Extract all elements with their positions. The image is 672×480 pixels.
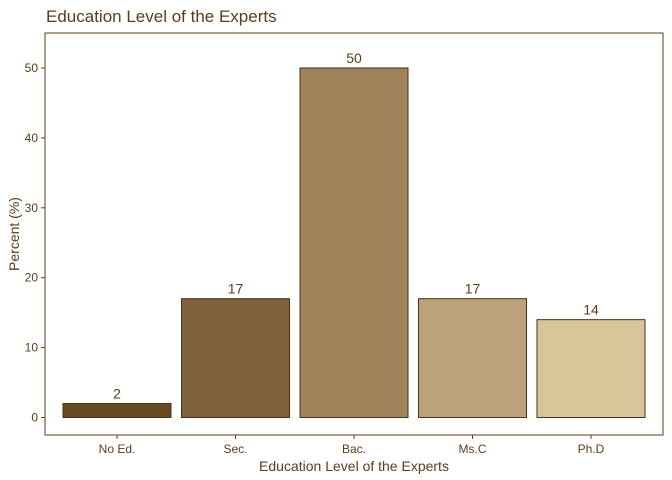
chart-title: Education Level of the Experts xyxy=(46,7,277,26)
data-labels: 2 17 50 17 14 xyxy=(113,50,599,402)
x-tick-label: Sec. xyxy=(223,442,247,456)
x-axis: No Ed. Sec. Bac. Ms.C Ph.D xyxy=(99,435,605,456)
bar xyxy=(418,298,527,419)
y-axis-title: Percent (%) xyxy=(6,197,22,271)
data-label: 14 xyxy=(583,302,599,318)
y-tick-label: 0 xyxy=(31,411,38,425)
bar xyxy=(181,298,290,419)
x-tick-label: No Ed. xyxy=(99,442,136,456)
y-tick-label: 20 xyxy=(25,271,39,285)
x-tick-label: Bac. xyxy=(342,442,366,456)
bar xyxy=(536,319,646,419)
y-tick-label: 50 xyxy=(25,61,39,75)
data-label: 17 xyxy=(465,281,481,297)
x-tick-label: Ms.C xyxy=(459,442,487,456)
data-label: 50 xyxy=(346,50,362,66)
data-label: 2 xyxy=(113,386,121,402)
y-tick-label: 40 xyxy=(25,131,39,145)
x-tick-label: Ph.D xyxy=(578,442,605,456)
y-axis: 0 10 20 30 40 50 xyxy=(25,61,45,425)
bar xyxy=(299,67,409,419)
y-tick-label: 10 xyxy=(25,341,39,355)
data-label: 17 xyxy=(228,281,244,297)
x-axis-title: Education Level of the Experts xyxy=(259,458,449,474)
bar xyxy=(62,403,172,419)
y-tick-label: 30 xyxy=(25,201,39,215)
bars xyxy=(62,67,646,419)
